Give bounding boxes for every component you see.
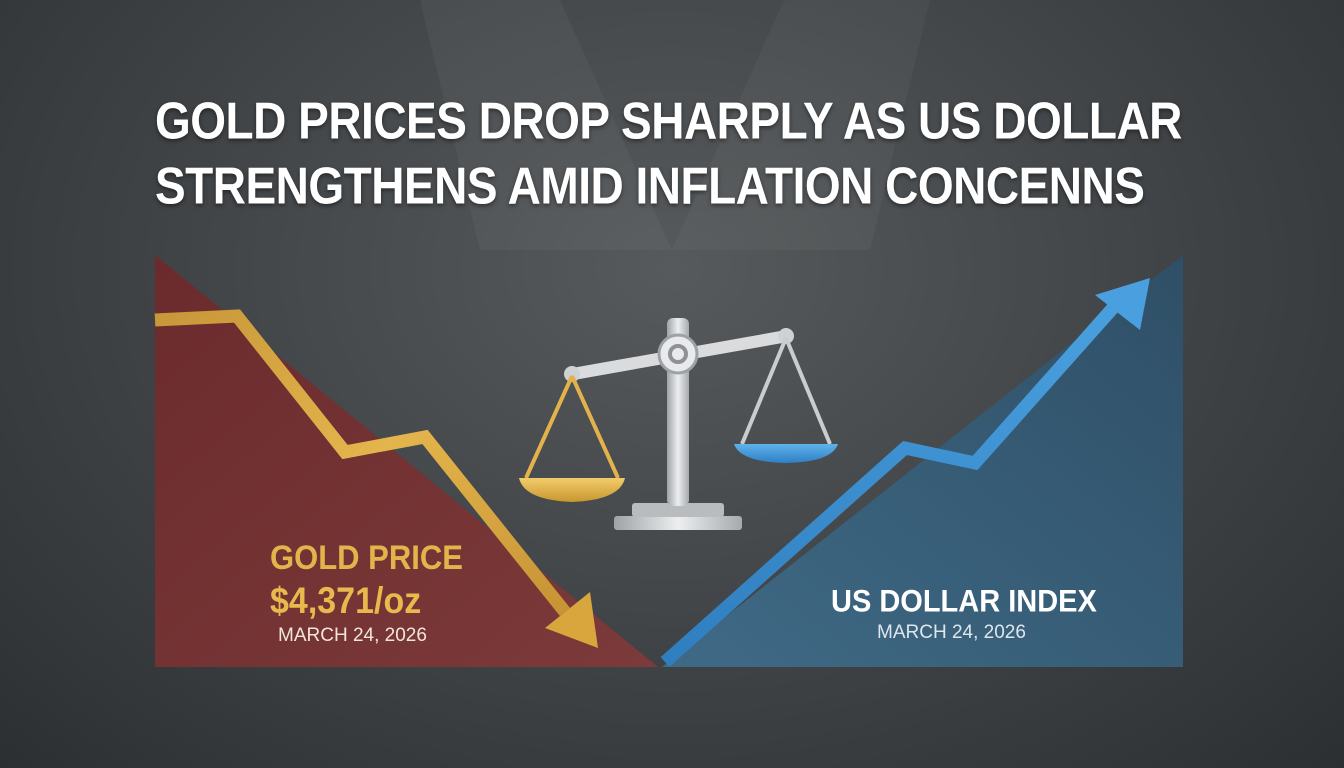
headline: GOLD PRICES DROP SHARPLY AS US DOLLAR ST…	[155, 88, 1195, 218]
usd-panel-background	[662, 255, 1183, 667]
usd-index-title: US DOLLAR INDEX	[831, 584, 1097, 620]
gold-price-value: $4,371/oz	[270, 580, 422, 622]
gold-price-title: GOLD PRICE	[270, 538, 463, 577]
balance-scale-icon	[519, 318, 838, 530]
headline-line-2: STRENGTHENS AMID INFLATION CONCENNS	[155, 156, 1145, 215]
up-trend-arrow-icon	[660, 278, 1150, 667]
down-trend-arrow-icon	[154, 309, 598, 648]
usd-index-date: MARCH 24, 2026	[877, 622, 1026, 643]
headline-line-1: GOLD PRICES DROP SHARPLY AS US DOLLAR	[155, 91, 1182, 150]
gold-price-date: MARCH 24, 2026	[278, 625, 427, 646]
